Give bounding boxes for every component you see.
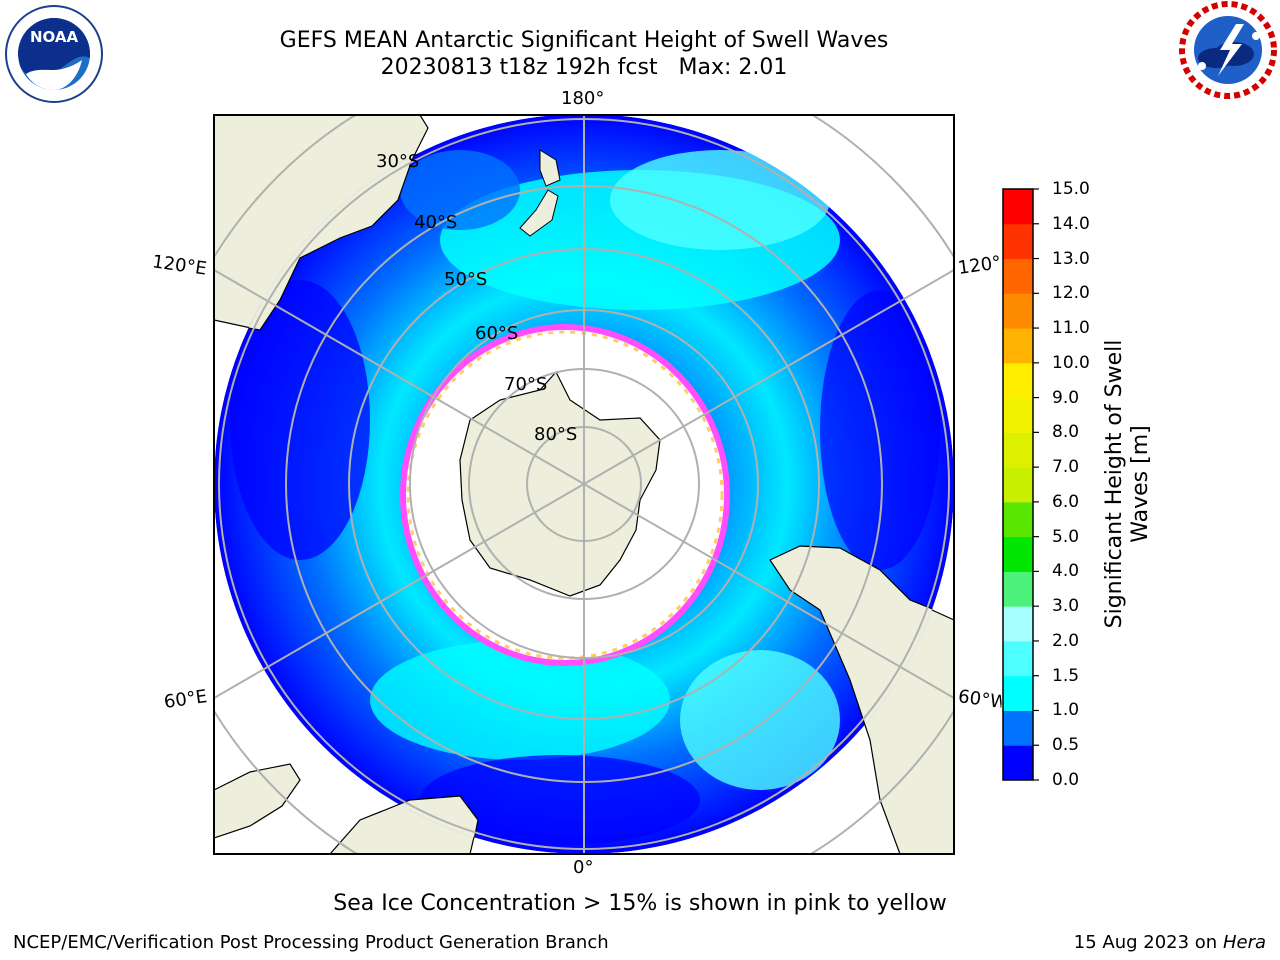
colorbar-bin bbox=[1003, 606, 1033, 642]
noaa-logo: NOAA bbox=[5, 5, 103, 103]
colorbar-bin bbox=[1003, 328, 1033, 364]
colorbar-label: Significant Height of Swell Waves [m] bbox=[1102, 339, 1153, 629]
colorbar-tick-label: 15.0 bbox=[1052, 179, 1090, 199]
chart-subtitle: 20230813 t18z 192h fcst Max: 2.01 bbox=[380, 55, 788, 80]
colorbar-bin bbox=[1003, 223, 1033, 260]
colorbar-tick-label: 0.5 bbox=[1052, 735, 1080, 756]
colorbar-bin bbox=[1003, 536, 1033, 572]
colorbar-tick-label: 13.0 bbox=[1052, 248, 1090, 269]
lat-label-60s: 60°S bbox=[475, 323, 519, 344]
colorbar-tick-label: 8.0 bbox=[1052, 422, 1080, 443]
lon-label-0: 0° bbox=[573, 857, 594, 878]
colorbar bbox=[1003, 188, 1039, 781]
colorbar-tick-label: 5.0 bbox=[1052, 526, 1080, 547]
colorbar-bin bbox=[1003, 745, 1033, 781]
colorbar-tick-label: 9.0 bbox=[1052, 387, 1080, 408]
colorbar-tick-label: 11.0 bbox=[1052, 318, 1090, 339]
colorbar-bin bbox=[1003, 501, 1033, 538]
sea-ice-caption: Sea Ice Concentration > 15% is shown in … bbox=[333, 891, 947, 916]
footer-date: 15 Aug 2023 on Hera bbox=[1074, 932, 1266, 953]
footer-host: Hera bbox=[1222, 932, 1266, 953]
lat-label-80s: 80°S bbox=[534, 424, 578, 445]
svg-text:NOAA: NOAA bbox=[30, 28, 79, 46]
footer-date-text: 15 Aug 2023 on bbox=[1073, 932, 1218, 953]
colorbar-tick-label: 12.0 bbox=[1052, 283, 1090, 304]
colorbar-bin bbox=[1003, 258, 1033, 294]
colorbar-bin bbox=[1003, 675, 1033, 711]
colorbar-bin bbox=[1003, 640, 1033, 677]
colorbar-bin bbox=[1003, 293, 1033, 329]
colorbar-tick-label: 6.0 bbox=[1052, 491, 1080, 512]
colorbar-bin bbox=[1003, 467, 1033, 503]
colorbar-bin bbox=[1003, 571, 1033, 607]
colorbar-tick-label: 3.0 bbox=[1052, 596, 1080, 617]
lat-label-70s: 70°S bbox=[504, 374, 548, 395]
footer-credit: NCEP/EMC/Verification Post Processing Pr… bbox=[13, 932, 609, 953]
colorbar-bin bbox=[1003, 362, 1033, 399]
colorbar-tick-label: 14.0 bbox=[1052, 213, 1090, 234]
colorbar-bin bbox=[1003, 189, 1033, 225]
lon-label-180: 180° bbox=[561, 88, 605, 109]
colorbar-tick-label: 1.5 bbox=[1052, 665, 1080, 686]
chart-title: GEFS MEAN Antarctic Significant Height o… bbox=[279, 28, 889, 53]
new-zealand-landmass bbox=[519, 149, 561, 237]
colorbar-tick-label: 0.0 bbox=[1052, 770, 1080, 790]
colorbar-bin bbox=[1003, 432, 1033, 468]
lat-label-30s: 30°S bbox=[376, 151, 420, 172]
colorbar-bin bbox=[1003, 397, 1033, 433]
lat-label-40s: 40°S bbox=[414, 212, 458, 233]
map-frame bbox=[213, 114, 955, 855]
colorbar-tick-label: 2.0 bbox=[1052, 630, 1080, 651]
colorbar-bin bbox=[1003, 710, 1033, 746]
africa-landmass bbox=[214, 763, 301, 839]
lat-label-50s: 50°S bbox=[444, 269, 488, 290]
graticule bbox=[214, 115, 954, 854]
colorbar-tick-label: 10.0 bbox=[1052, 352, 1090, 373]
colorbar-tick-label: 1.0 bbox=[1052, 700, 1080, 721]
colorbar-tick-label: 4.0 bbox=[1052, 561, 1080, 582]
national-weather-service-logo bbox=[1179, 1, 1277, 99]
colorbar-tick-label: 7.0 bbox=[1052, 457, 1080, 478]
